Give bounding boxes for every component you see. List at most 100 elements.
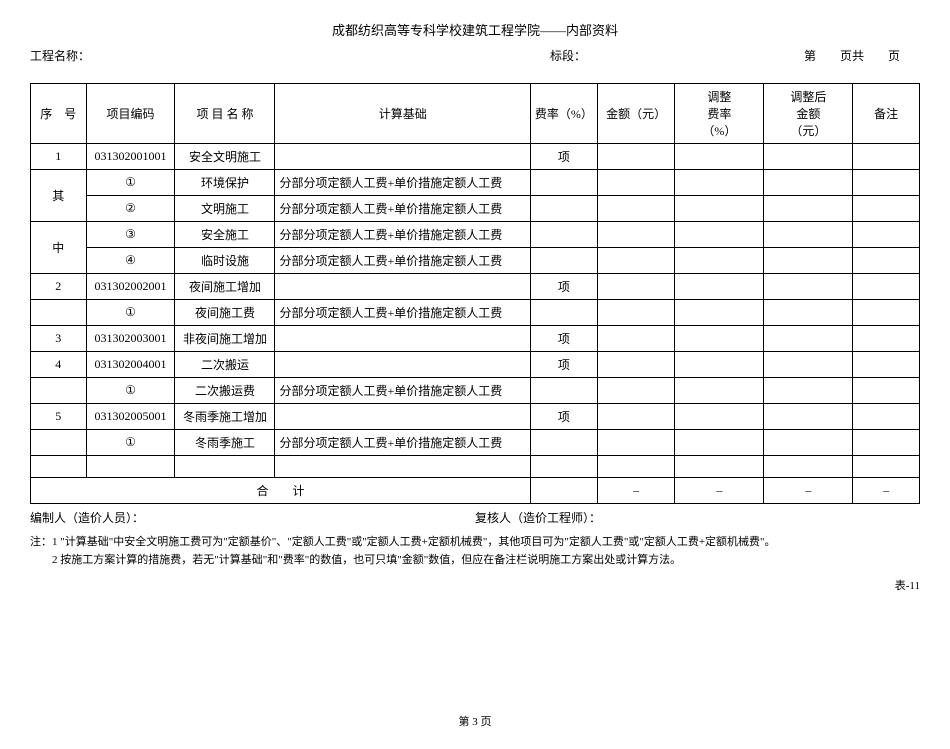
reviewer-label: 复核人（造价工程师）：: [475, 509, 920, 526]
cell-adjamount: [764, 170, 853, 196]
cell-amount: [597, 378, 675, 404]
cell-remark: [853, 456, 920, 478]
table-row: 4031302004001二次搬运项: [31, 352, 920, 378]
table-row: 中③安全施工分部分项定额人工费+单价措施定额人工费: [31, 222, 920, 248]
cell-name: 冬雨季施工: [175, 430, 275, 456]
total-remark: –: [853, 478, 920, 504]
cell-remark: [853, 222, 920, 248]
cell-adjrate: [675, 456, 764, 478]
cell-basis: 分部分项定额人工费+单价措施定额人工费: [275, 378, 531, 404]
col-adjamount: 调整后 金额 （元）: [764, 84, 853, 144]
page-footer: 第 3 页: [30, 713, 920, 729]
adjamount-l2: 金额: [766, 105, 850, 122]
cell-seq: 5: [31, 404, 87, 430]
cell-name: 夜间施工增加: [175, 274, 275, 300]
cell-amount: [597, 352, 675, 378]
cell-rate: 项: [531, 326, 598, 352]
adjrate-l3: （%）: [677, 122, 761, 139]
cell-adjrate: [675, 378, 764, 404]
cell-name: 二次搬运费: [175, 378, 275, 404]
cell-seq: [31, 456, 87, 478]
cell-adjrate: [675, 326, 764, 352]
cell-remark: [853, 326, 920, 352]
col-remark: 备注: [853, 84, 920, 144]
cell-amount: [597, 222, 675, 248]
col-amount: 金额（元）: [597, 84, 675, 144]
cell-adjrate: [675, 404, 764, 430]
cell-name: 安全施工: [175, 222, 275, 248]
cell-code: ②: [86, 196, 175, 222]
total-adjrate: –: [675, 478, 764, 504]
cell-code: ①: [86, 378, 175, 404]
cell-code: 031302002001: [86, 274, 175, 300]
cell-code: 031302001001: [86, 144, 175, 170]
cell-name: 冬雨季施工增加: [175, 404, 275, 430]
cell-rate: 项: [531, 404, 598, 430]
table-row: 其①环境保护分部分项定额人工费+单价措施定额人工费: [31, 170, 920, 196]
adjrate-l2: 费率: [677, 105, 761, 122]
cell-amount: [597, 170, 675, 196]
cell-basis: [275, 274, 531, 300]
table-row: 1031302001001安全文明施工项: [31, 144, 920, 170]
table-row: ④临时设施分部分项定额人工费+单价措施定额人工费: [31, 248, 920, 274]
cell-adjrate: [675, 196, 764, 222]
adjrate-l1: 调整: [677, 88, 761, 105]
cell-adjamount: [764, 456, 853, 478]
col-rate: 费率（%）: [531, 84, 598, 144]
cell-adjamount: [764, 404, 853, 430]
cell-name: 非夜间施工增加: [175, 326, 275, 352]
header-title: 成都纺织高等专科学校建筑工程学院——内部资料: [30, 20, 920, 39]
cell-seq: [31, 430, 87, 456]
table-row: ①冬雨季施工分部分项定额人工费+单价措施定额人工费: [31, 430, 920, 456]
cell-rate: 项: [531, 144, 598, 170]
cell-remark: [853, 248, 920, 274]
cell-basis: 分部分项定额人工费+单价措施定额人工费: [275, 248, 531, 274]
adjamount-l3: （元）: [766, 122, 850, 139]
info-row: 工程名称： 标段： 第 页共 页: [30, 47, 920, 65]
project-label: 工程名称：: [30, 47, 90, 64]
col-adjrate: 调整 费率 （%）: [675, 84, 764, 144]
cell-amount: [597, 456, 675, 478]
cell-name: 二次搬运: [175, 352, 275, 378]
footer-row: 编制人（造价人员）： 复核人（造价工程师）：: [30, 509, 920, 526]
cell-code: [86, 456, 175, 478]
cell-rate: [531, 248, 598, 274]
cell-basis: 分部分项定额人工费+单价措施定额人工费: [275, 430, 531, 456]
page-label: 第 页共 页: [804, 47, 900, 64]
cell-rate: 项: [531, 274, 598, 300]
cell-remark: [853, 430, 920, 456]
header-row: 序 号 项目编码 项 目 名 称 计算基础 费率（%） 金额（元） 调整 费率 …: [31, 84, 920, 144]
cell-code: 031302005001: [86, 404, 175, 430]
table-row: ①夜间施工费分部分项定额人工费+单价措施定额人工费: [31, 300, 920, 326]
cell-adjrate: [675, 248, 764, 274]
cell-adjrate: [675, 274, 764, 300]
cell-basis: [275, 456, 531, 478]
cell-name: 环境保护: [175, 170, 275, 196]
total-amount: –: [597, 478, 675, 504]
cell-remark: [853, 170, 920, 196]
notes: 注：1 "计算基础"中安全文明施工费可为"定额基价"、"定额人工费"或"定额人工…: [30, 534, 920, 569]
cell-rate: [531, 222, 598, 248]
cell-adjamount: [764, 144, 853, 170]
cell-remark: [853, 352, 920, 378]
cell-amount: [597, 326, 675, 352]
cell-code: ④: [86, 248, 175, 274]
col-seq: 序 号: [31, 84, 87, 144]
note-2: 2 按施工方案计算的措施费，若无"计算基础"和"费率"的数值，也可只填"金额"数…: [30, 552, 920, 570]
cell-basis: [275, 352, 531, 378]
adjamount-l1: 调整后: [766, 88, 850, 105]
cell-code: ①: [86, 170, 175, 196]
cell-code: ①: [86, 430, 175, 456]
cell-adjamount: [764, 248, 853, 274]
cell-seq: 2: [31, 274, 87, 300]
table-row: ①二次搬运费分部分项定额人工费+单价措施定额人工费: [31, 378, 920, 404]
cell-basis: 分部分项定额人工费+单价措施定额人工费: [275, 222, 531, 248]
col-code: 项目编码: [86, 84, 175, 144]
cell-adjrate: [675, 300, 764, 326]
cell-name: 夜间施工费: [175, 300, 275, 326]
table-row: [31, 456, 920, 478]
cell-rate: 项: [531, 352, 598, 378]
cell-adjamount: [764, 222, 853, 248]
cell-name: 文明施工: [175, 196, 275, 222]
cell-seq: [31, 378, 87, 404]
